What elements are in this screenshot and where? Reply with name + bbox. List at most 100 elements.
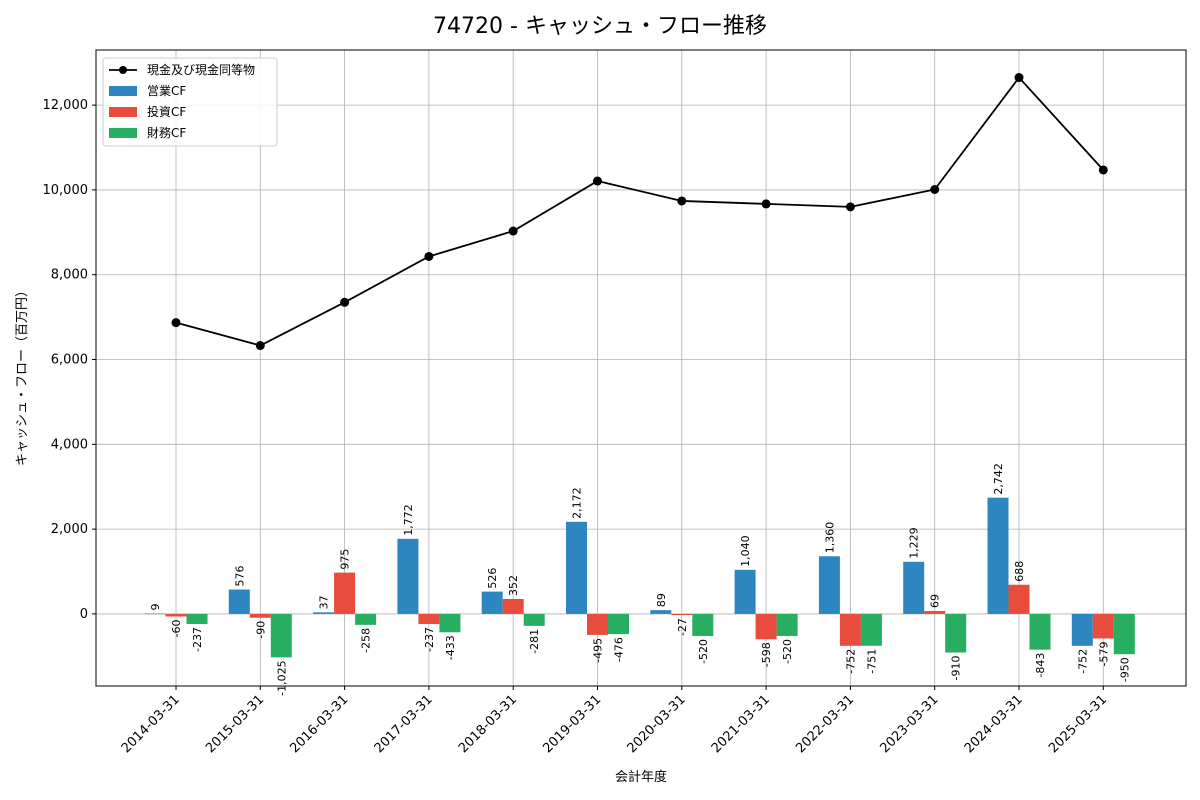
bar-value-label: -843 xyxy=(1034,653,1047,678)
grid-lines xyxy=(96,50,1186,686)
bar-value-label: -258 xyxy=(360,628,373,653)
x-tick-label: 2016-03-31 xyxy=(287,692,351,756)
bar xyxy=(249,613,271,618)
bar-value-label: -598 xyxy=(760,642,773,667)
legend-marker xyxy=(119,66,127,74)
bar xyxy=(144,613,166,615)
bar xyxy=(566,521,587,614)
bar-value-label: -281 xyxy=(528,629,541,654)
bar xyxy=(270,613,292,658)
bar xyxy=(755,613,777,640)
bar xyxy=(228,589,250,614)
cash-balance-point xyxy=(340,297,350,307)
bar xyxy=(313,612,335,614)
bar-value-label: -27 xyxy=(676,618,689,636)
bar-value-label: -90 xyxy=(254,621,267,639)
bar-value-label: -520 xyxy=(781,639,794,664)
bar-value-label: 9 xyxy=(149,604,162,611)
cash-balance-point xyxy=(761,199,771,209)
bar-value-label: 1,040 xyxy=(739,535,752,567)
bar xyxy=(1029,613,1051,650)
cash-balance-point xyxy=(1098,165,1108,175)
line-series xyxy=(171,73,1108,351)
bar-value-label: 1,229 xyxy=(908,527,921,559)
bar-value-label: 352 xyxy=(507,575,520,596)
x-tick-label: 2024-03-31 xyxy=(962,692,1026,756)
y-axis-ticks: 0 2,000 4,000 6,000 8,000 10,000 12,000 xyxy=(43,98,96,622)
bar-value-label: 975 xyxy=(339,549,352,570)
bar-value-label: 37 xyxy=(318,595,331,609)
bar-value-label: 69 xyxy=(929,594,942,608)
x-tick-label: 2021-03-31 xyxy=(709,692,773,756)
bar-value-label: -1,025 xyxy=(275,660,288,695)
x-tick-label: 2022-03-31 xyxy=(793,692,857,756)
bar xyxy=(903,561,925,614)
cash-balance-point xyxy=(508,226,518,236)
bar-value-label: -495 xyxy=(592,638,605,663)
bar xyxy=(418,613,440,624)
bar xyxy=(734,569,756,614)
bar xyxy=(587,613,608,635)
bar xyxy=(165,613,187,617)
bar xyxy=(1008,584,1030,614)
legend-swatch xyxy=(109,86,137,96)
legend-swatch xyxy=(109,107,137,117)
bar-value-label: 526 xyxy=(486,568,499,589)
bar xyxy=(186,613,208,624)
bar-value-label: -237 xyxy=(423,627,436,652)
bar-value-label: -751 xyxy=(865,649,878,674)
bar xyxy=(502,598,524,614)
legend-label: 財務CF xyxy=(147,125,186,140)
bar xyxy=(818,556,840,614)
bar-value-label: -910 xyxy=(950,656,963,681)
bar-value-label: 2,742 xyxy=(992,463,1005,495)
bar-value-label: -579 xyxy=(1097,641,1110,666)
bar xyxy=(650,610,672,614)
y-tick-label: 6,000 xyxy=(51,353,88,368)
chart-title: 74720 - キャッシュ・フロー推移 xyxy=(433,14,767,39)
cash-balance-point xyxy=(593,176,602,186)
legend-label: 投資CF xyxy=(147,104,186,119)
bar xyxy=(671,613,693,616)
bar-value-label: -752 xyxy=(844,649,857,674)
bar-value-label: -237 xyxy=(191,627,204,652)
x-tick-label: 2014-03-31 xyxy=(119,692,183,756)
bar xyxy=(1113,613,1135,655)
cash-balance-point xyxy=(1014,73,1024,83)
bar xyxy=(397,538,419,614)
legend-label: 現金及び現金同等物 xyxy=(147,62,255,77)
x-tick-label: 2020-03-31 xyxy=(625,692,689,756)
cash-balance-point xyxy=(677,196,687,206)
legend-swatch xyxy=(109,128,137,138)
cash-balance-point xyxy=(255,341,265,351)
x-tick-label: 2025-03-31 xyxy=(1046,692,1110,756)
bar xyxy=(523,613,545,626)
bar xyxy=(987,497,1009,614)
bar-value-label: -476 xyxy=(613,637,626,662)
bar-value-label: -60 xyxy=(170,619,183,637)
y-tick-label: 12,000 xyxy=(43,98,89,113)
legend-label: 営業CF xyxy=(147,84,186,98)
y-tick-label: 8,000 xyxy=(51,268,88,283)
bar-value-label: 89 xyxy=(655,593,668,607)
x-axis-ticks: 2014-03-31 2015-03-31 2016-03-31 2017-03-31… xyxy=(119,686,1110,756)
bar xyxy=(439,613,461,633)
x-tick-label: 2017-03-31 xyxy=(372,692,436,756)
bar xyxy=(481,591,503,614)
x-tick-label: 2019-03-31 xyxy=(540,692,604,756)
cash-balance-point xyxy=(424,251,434,261)
x-tick-label: 2018-03-31 xyxy=(456,692,520,756)
bar xyxy=(860,613,882,646)
bar-value-label: -433 xyxy=(444,635,457,660)
bar-value-label: 1,360 xyxy=(823,522,836,554)
bar-value-label: 2,172 xyxy=(571,487,584,519)
bar-series xyxy=(144,497,1135,658)
bar-value-label: -752 xyxy=(1076,649,1089,674)
cash-balance-point xyxy=(930,184,940,194)
bar xyxy=(608,613,629,635)
x-tick-label: 2023-03-31 xyxy=(877,692,941,756)
bar xyxy=(355,613,377,625)
bar xyxy=(334,572,356,614)
y-tick-label: 0 xyxy=(80,607,88,622)
